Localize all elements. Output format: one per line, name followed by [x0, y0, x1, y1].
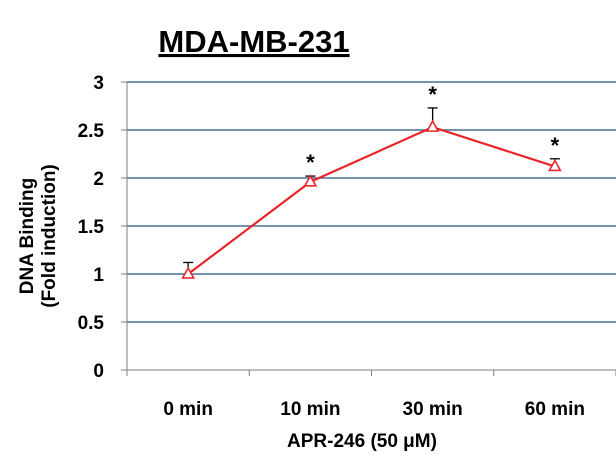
y-tick-label: 1	[93, 265, 104, 286]
y-tick-label: 2.5	[78, 121, 105, 142]
data-point	[303, 174, 318, 187]
y-tick-label: 1.5	[78, 217, 105, 238]
significance-marker: *	[551, 133, 560, 158]
y-axis-title-line1: DNA Binding	[17, 178, 38, 294]
grid-layer	[127, 81, 616, 323]
series-line	[187, 125, 556, 275]
x-axis-title: APR-246 (50 μM)	[287, 431, 437, 452]
chart-title: MDA-MB-231	[158, 24, 349, 59]
data-point	[548, 158, 562, 172]
series-layer: * * *	[181, 82, 562, 279]
data-point	[181, 266, 195, 279]
x-tick-label: 10 min	[280, 399, 340, 420]
y-tick-label: 2	[93, 169, 104, 190]
significance-marker: *	[306, 150, 315, 175]
x-tick-label: 60 min	[525, 399, 585, 420]
y-tick-label: 3	[93, 73, 104, 94]
axis-layer: 00.511.522.530 min 10 min 30 min 60 min	[78, 73, 616, 420]
data-point	[425, 119, 440, 132]
y-axis-title-line2: (Fold induction)	[39, 164, 60, 308]
y-tick-label: 0	[93, 361, 104, 382]
y-tick-label: 0.5	[78, 313, 105, 334]
significance-marker: *	[428, 82, 437, 107]
x-tick-label: 30 min	[403, 399, 463, 420]
x-tick-label: 0 min	[163, 399, 213, 420]
label-layer: MDA-MB-231 APR-246 (50 μM) DNA Binding (…	[17, 24, 437, 452]
